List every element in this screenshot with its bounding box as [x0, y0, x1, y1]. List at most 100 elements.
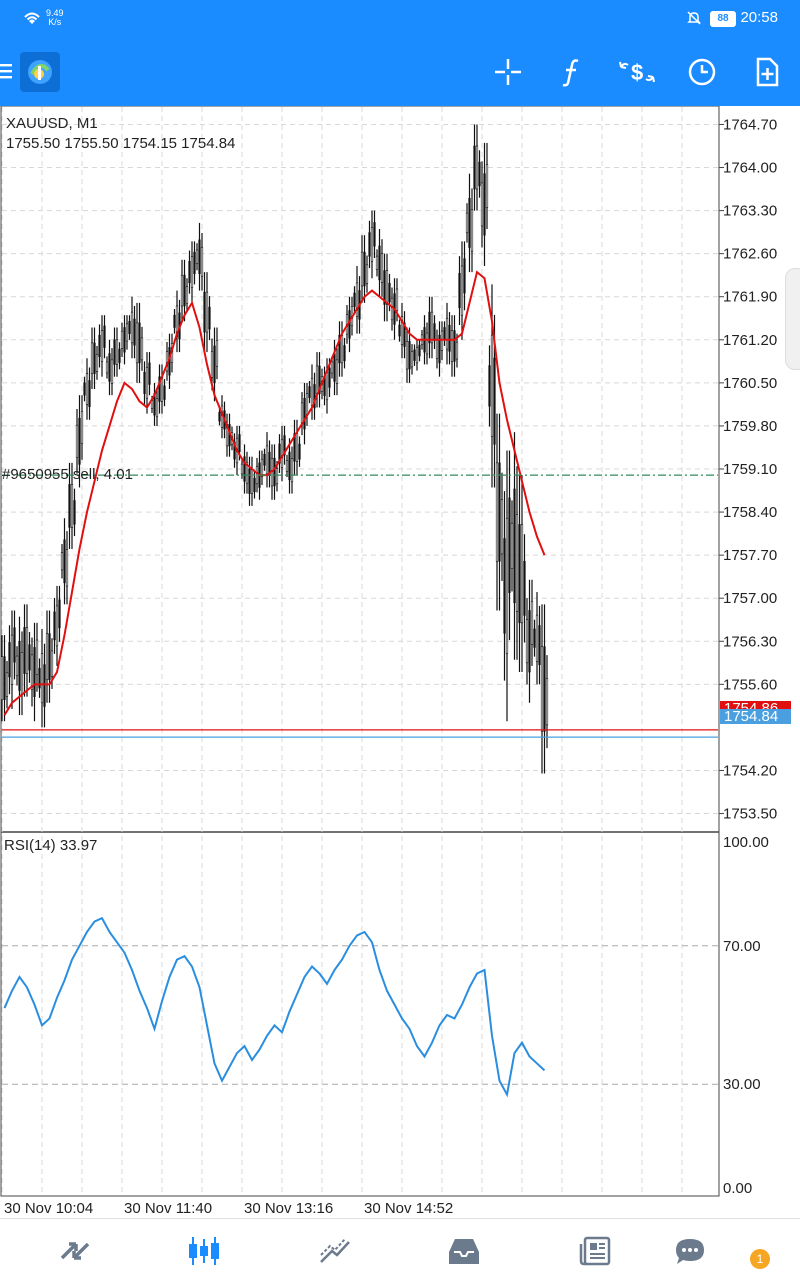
candle-body — [495, 462, 499, 562]
rsi-label: RSI(14) 33.97 — [4, 837, 98, 854]
crosshair-icon[interactable] — [490, 54, 526, 90]
candle-body — [538, 625, 541, 666]
side-panel-handle[interactable] — [785, 268, 800, 370]
candle-body — [190, 256, 194, 288]
candle-body — [123, 327, 126, 353]
candle-body — [8, 642, 11, 678]
menu-icon[interactable] — [0, 58, 14, 84]
candle-body — [110, 359, 114, 384]
candle-body — [68, 484, 71, 528]
new-order-icon[interactable] — [750, 54, 784, 90]
candle-body — [343, 345, 346, 362]
candle-body — [523, 560, 526, 616]
candle-body — [213, 345, 216, 384]
candle-body — [333, 353, 336, 382]
bell-muted-icon — [687, 11, 701, 25]
candle-body — [330, 361, 334, 374]
timeframe-clock-icon[interactable] — [684, 54, 720, 90]
ohlc-readout: 1755.50 1755.50 1754.15 1754.84 — [6, 135, 236, 152]
candle-body — [35, 639, 39, 675]
candle-body — [33, 647, 36, 697]
price-axis-label: 1764.00 — [723, 160, 777, 177]
candle-body — [248, 468, 251, 494]
candle-body — [335, 359, 339, 384]
candle-body — [410, 351, 414, 368]
candle-body — [23, 627, 26, 674]
rsi-axis-label: 0.00 — [723, 1180, 752, 1197]
candle-body — [510, 522, 514, 569]
order-line-label[interactable]: #9650955 sell, 4.01 — [2, 466, 133, 483]
indicators-icon[interactable] — [554, 54, 590, 90]
quotes-icon[interactable] — [54, 1231, 96, 1271]
candle-body — [438, 334, 441, 364]
news-icon[interactable] — [574, 1231, 616, 1271]
bid-price-tag: 1754.84 — [720, 709, 791, 724]
app-logo-icon[interactable] — [20, 52, 60, 92]
candle-body — [3, 656, 6, 701]
candle-body — [530, 600, 534, 645]
time-axis-label: 30 Nov 13:16 — [244, 1200, 333, 1217]
candle-body — [43, 664, 46, 707]
candle-body — [40, 653, 44, 704]
candle-body — [45, 633, 49, 681]
candle-body — [138, 322, 141, 364]
candle-body — [55, 605, 59, 647]
candle-body — [305, 393, 309, 416]
candle-body — [173, 314, 176, 328]
price-axis-label: 1759.10 — [723, 461, 777, 478]
candle-body — [198, 239, 201, 274]
candle-body — [388, 282, 391, 303]
candle-body — [275, 468, 279, 485]
candle-body — [278, 443, 281, 464]
candle-body — [108, 353, 111, 382]
candle-body — [338, 334, 341, 364]
candle-body — [128, 321, 131, 334]
candle-body — [18, 640, 21, 691]
candle-body — [373, 222, 376, 247]
candle-body — [533, 628, 536, 648]
chart-area[interactable]: 1764.70 1764.00 1763.30 1762.60 1761.90 1761.… — [0, 106, 800, 1218]
candle-body — [280, 439, 284, 468]
candle-body — [78, 417, 81, 465]
candle-body — [540, 646, 544, 732]
candle-body — [325, 371, 329, 401]
price-axis-label: 1757.00 — [723, 590, 777, 607]
battery-indicator: 88 — [710, 11, 736, 27]
chart-icon[interactable] — [183, 1231, 225, 1271]
candle-body — [460, 265, 464, 316]
candle-body — [243, 456, 246, 482]
candle-body — [185, 286, 189, 304]
candle-body — [38, 668, 41, 689]
candle-body — [390, 297, 394, 321]
candle-body — [313, 384, 316, 409]
candle-body — [240, 463, 244, 475]
price-chart[interactable]: 1764.70 1764.00 1763.30 1762.60 1761.90 1761.… — [0, 106, 800, 1218]
candle-body — [348, 310, 351, 339]
trade-icon[interactable] — [314, 1231, 356, 1271]
candle-body — [525, 619, 529, 664]
history-icon[interactable] — [443, 1231, 485, 1271]
candle-body — [340, 334, 344, 364]
candle-body — [535, 614, 539, 662]
candle-body — [293, 433, 296, 462]
rsi-axis-label: 100.00 — [723, 834, 769, 851]
candle-body — [25, 627, 29, 674]
candle-body — [218, 412, 221, 422]
price-axis-label: 1761.20 — [723, 332, 777, 349]
candle-body — [295, 433, 299, 462]
candle-body — [453, 330, 456, 362]
moving-average-line — [3, 270, 546, 716]
candle-body — [95, 354, 99, 372]
symbol-dollar-icon[interactable]: $ — [616, 54, 658, 90]
app-toolbar: $ — [0, 36, 800, 106]
price-axis-label: 1761.90 — [723, 289, 777, 306]
candle-body — [315, 365, 319, 394]
price-axis-label: 1756.30 — [723, 633, 777, 650]
candle-body — [48, 633, 51, 681]
price-axis-label: 1759.80 — [723, 418, 777, 435]
candle-body — [425, 332, 429, 355]
candle-body — [5, 672, 9, 697]
candle-body — [470, 209, 474, 252]
chat-icon[interactable] — [669, 1231, 711, 1271]
candle-body — [205, 291, 209, 333]
